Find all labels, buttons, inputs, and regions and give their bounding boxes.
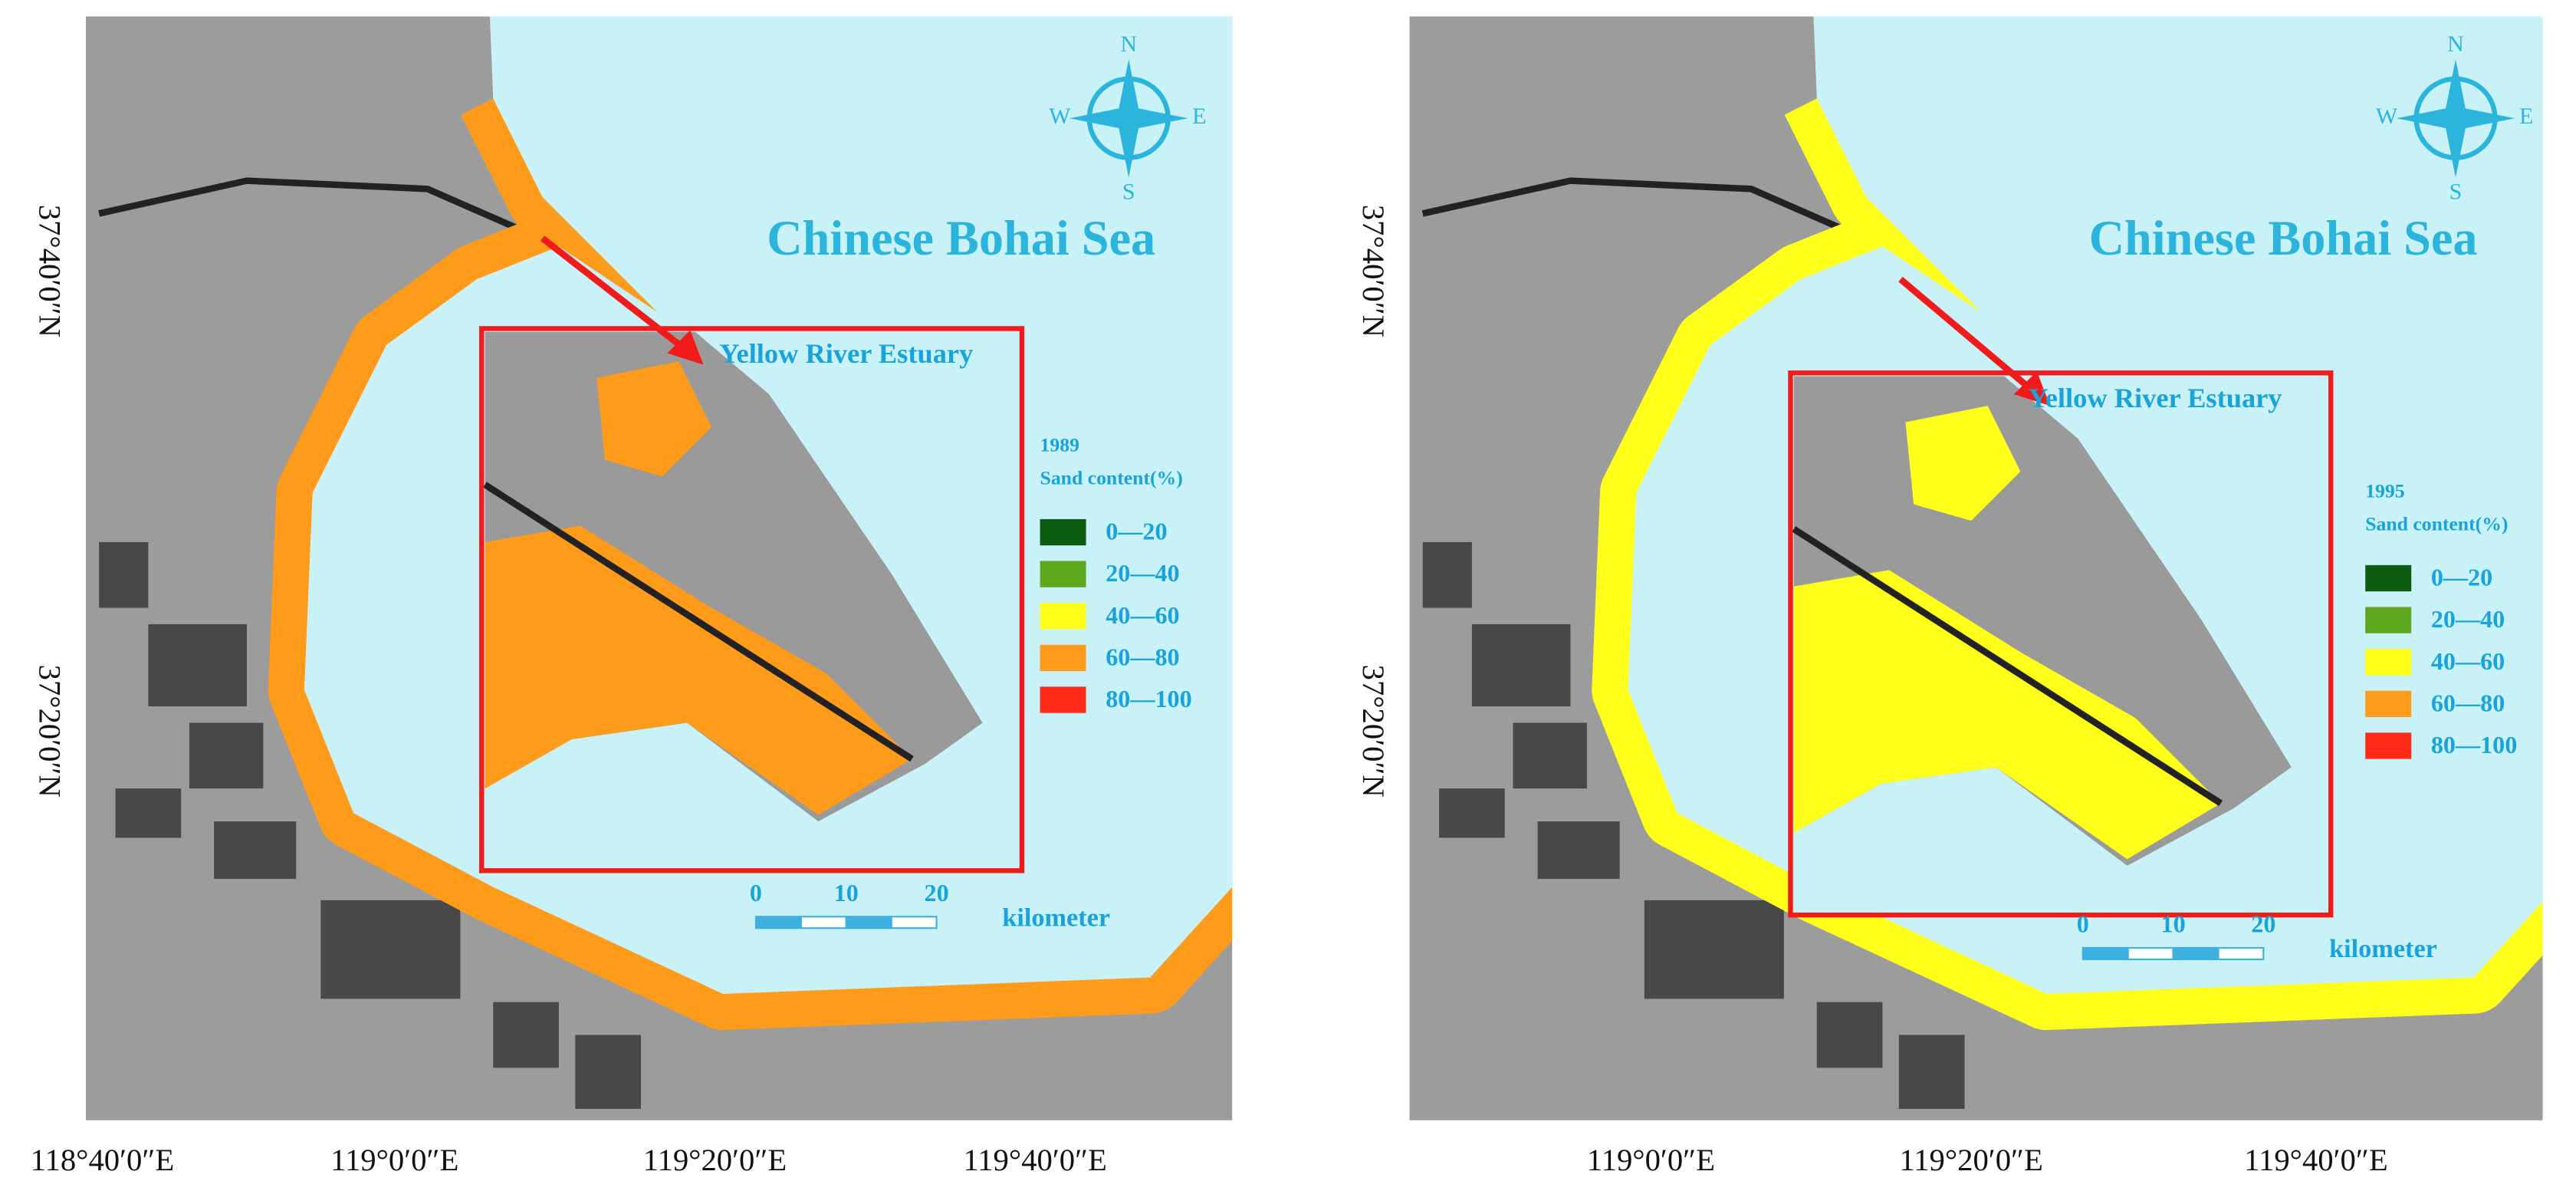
- legend-label: 80—100: [1106, 685, 1191, 712]
- inset-river: [1792, 526, 2223, 807]
- legend-label: 60—80: [2431, 689, 2505, 716]
- fish-pond: [1439, 788, 1505, 838]
- inset-sand: [1905, 406, 2021, 521]
- legend-swatch: [1040, 686, 1086, 713]
- fish-pond: [1537, 821, 1620, 880]
- scale-bar: [800, 916, 847, 929]
- scale-bar: [2082, 946, 2129, 961]
- fish-pond: [1898, 1035, 1965, 1109]
- legend-label: 20—40: [2431, 605, 2505, 633]
- legend-label: 60—80: [1106, 643, 1179, 670]
- compass-letter: N: [2447, 31, 2464, 57]
- legend-swatch: [1040, 518, 1086, 546]
- scale-label: 0: [750, 879, 762, 906]
- legend-swatch: [2365, 649, 2412, 676]
- y-axis-label: 37°40′0″N: [1356, 205, 1391, 337]
- legend-label: 40—60: [2431, 647, 2505, 675]
- inset-sand: [596, 361, 712, 477]
- river: [98, 177, 560, 250]
- x-axis-label: 119°20′0″E: [1899, 1143, 2043, 1177]
- legend-year: 1995: [2365, 480, 2404, 502]
- scale-label: 10: [2161, 910, 2186, 938]
- legend-title: Sand content(%): [2365, 512, 2508, 535]
- arrow-head: [2013, 371, 2050, 406]
- legend-swatch: [2365, 607, 2412, 633]
- fish-pond: [493, 1002, 559, 1068]
- legend-label: 0—20: [1106, 518, 1167, 545]
- scale-bar: [890, 916, 938, 929]
- inset-frame: [1788, 370, 2334, 918]
- x-axis-label: 119°0′0″E: [330, 1143, 458, 1177]
- scale-bar: [845, 916, 892, 929]
- legend-label: 40—60: [1106, 601, 1179, 629]
- x-axis-label: 118°40′0″E: [31, 1143, 175, 1177]
- river: [1421, 177, 1884, 250]
- compass-letter: W: [2376, 104, 2398, 129]
- x-axis-label: 119°20′0″E: [643, 1143, 787, 1177]
- scale-unit: kilometer: [2329, 934, 2437, 963]
- compass-letter: W: [1049, 104, 1071, 129]
- compass-letter: E: [2519, 104, 2533, 129]
- fish-pond: [1513, 722, 1587, 789]
- inset-sand: [1793, 570, 2221, 860]
- y-axis-label: 37°20′0″N: [1356, 665, 1391, 798]
- fish-pond: [99, 541, 149, 608]
- legend-label: 80—100: [2431, 731, 2517, 758]
- x-axis-label: 119°0′0″E: [1587, 1143, 1715, 1177]
- scale-bar: [2217, 946, 2265, 961]
- compass-letter: N: [1120, 31, 1137, 57]
- scale-bar: [754, 916, 802, 929]
- fish-pond: [1816, 1002, 1883, 1068]
- fish-pond: [148, 623, 247, 707]
- compass-letter: E: [1192, 104, 1206, 129]
- map-panel: Yellow River Estuary Chinese Bohai Sea 199…: [1356, 16, 2543, 1177]
- inset-sand: [485, 525, 912, 815]
- fish-pond: [1644, 900, 1784, 999]
- sea-title: Chinese Bohai Sea: [767, 211, 1155, 265]
- legend-label: 0—20: [2431, 564, 2492, 591]
- legend-swatch: [1040, 644, 1086, 672]
- inset-label: Yellow River Estuary: [719, 338, 973, 369]
- compass-star: [1070, 59, 1188, 178]
- fish-pond: [320, 900, 461, 999]
- map-panel: Yellow River Estuary Chinese Bohai Sea 198…: [31, 16, 1233, 1177]
- arrow-head: [667, 330, 704, 365]
- fish-pond: [1471, 623, 1571, 707]
- legend-swatch: [2365, 690, 2412, 718]
- legend-year: 1989: [1040, 434, 1079, 456]
- fish-pond: [1422, 541, 1472, 608]
- x-axis-label: 119°40′0″E: [963, 1143, 1107, 1177]
- inset-label: Yellow River Estuary: [2029, 383, 2282, 413]
- legend-label: 20—40: [1106, 559, 1179, 587]
- y-axis-label: 37°20′0″N: [32, 665, 67, 798]
- scale-bar: [2172, 946, 2220, 961]
- legend-title: Sand content(%): [1040, 466, 1183, 489]
- y-axis-label: 37°40′0″N: [32, 205, 67, 337]
- legend-swatch: [2365, 732, 2412, 759]
- scale-label: 20: [2251, 910, 2275, 938]
- compass-star: [2396, 59, 2515, 178]
- fish-pond: [189, 722, 264, 789]
- fish-pond: [575, 1035, 642, 1109]
- arrow: [540, 235, 692, 356]
- compass-letter: S: [1122, 179, 1135, 205]
- fish-pond: [214, 821, 297, 880]
- sea-title: Chinese Bohai Sea: [2089, 211, 2478, 265]
- legend-swatch: [1040, 561, 1086, 587]
- scale-unit: kilometer: [1002, 903, 1110, 932]
- x-axis-label: 119°40′0″E: [2244, 1143, 2388, 1177]
- scale-label: 10: [834, 879, 859, 906]
- inset-frame: [479, 326, 1025, 874]
- compass-letter: S: [2450, 179, 2463, 205]
- scale-bar: [2127, 946, 2174, 961]
- inset-river: [483, 482, 914, 762]
- legend-swatch: [2365, 564, 2412, 592]
- scale-label: 0: [2077, 910, 2089, 938]
- fish-pond: [115, 788, 182, 838]
- legend-swatch: [1040, 603, 1086, 630]
- scale-label: 20: [925, 879, 949, 906]
- arrow: [1898, 276, 2039, 397]
